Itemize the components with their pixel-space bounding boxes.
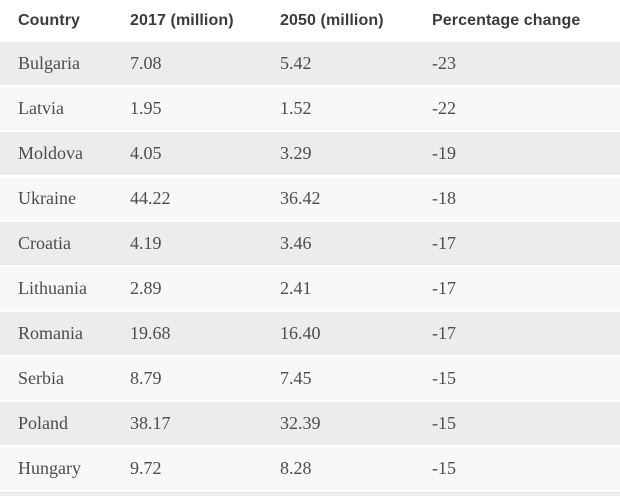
cell-change: -18: [432, 188, 456, 208]
cell-country: Latvia: [18, 98, 64, 118]
cell-2017: 19.68: [130, 323, 171, 343]
cell-2050: 2.41: [280, 278, 312, 298]
table-row: Ukraine 44.22 36.42 -18: [0, 177, 620, 220]
partial-next-row: [0, 492, 620, 496]
cell-country: Serbia: [18, 368, 64, 388]
cell-2050: 7.45: [280, 368, 312, 388]
cell-2050: 1.52: [280, 98, 312, 118]
cell-change: -17: [432, 323, 456, 343]
table-row: Bulgaria 7.08 5.42 -23: [0, 42, 620, 85]
table-row: Hungary 9.72 8.28 -15: [0, 447, 620, 490]
cell-2017: 2.89: [130, 278, 162, 298]
column-header-country: Country: [18, 12, 81, 29]
cell-change: -15: [432, 458, 456, 478]
cell-change: -17: [432, 233, 456, 253]
cell-2017: 4.19: [130, 233, 162, 253]
cell-2050: 8.28: [280, 458, 312, 478]
cell-change: -15: [432, 368, 456, 388]
table-row: Lithuania 2.89 2.41 -17: [0, 267, 620, 310]
cell-2017: 38.17: [130, 413, 171, 433]
cell-2050: 3.29: [280, 143, 312, 163]
cell-2050: 3.46: [280, 233, 312, 253]
table-row: Croatia 4.19 3.46 -17: [0, 222, 620, 265]
cell-change: -19: [432, 143, 456, 163]
cell-country: Bulgaria: [18, 53, 80, 73]
table-body: Bulgaria 7.08 5.42 -23 Latvia 1.95 1.52 …: [0, 42, 620, 490]
table-row: Latvia 1.95 1.52 -22: [0, 87, 620, 130]
cell-country: Hungary: [18, 458, 81, 478]
cell-country: Romania: [18, 323, 83, 343]
cell-2017: 7.08: [130, 53, 162, 73]
table-row: Romania 19.68 16.40 -17: [0, 312, 620, 355]
cell-2050: 36.42: [280, 188, 321, 208]
cell-2017: 4.05: [130, 143, 162, 163]
column-header-2017: 2017 (million): [130, 12, 234, 29]
cell-2017: 9.72: [130, 458, 162, 478]
table-row: Poland 38.17 32.39 -15: [0, 402, 620, 445]
cell-country: Croatia: [18, 233, 71, 253]
table-row: Serbia 8.79 7.45 -15: [0, 357, 620, 400]
table-header-row: Country 2017 (million) 2050 (million) Pe…: [0, 0, 620, 42]
cell-change: -17: [432, 278, 456, 298]
cell-country: Poland: [18, 413, 69, 433]
cell-2017: 44.22: [130, 188, 171, 208]
cell-2017: 1.95: [130, 98, 162, 118]
cell-change: -23: [432, 53, 456, 73]
cell-change: -15: [432, 413, 456, 433]
table-row: Moldova 4.05 3.29 -19: [0, 132, 620, 175]
cell-2050: 16.40: [280, 323, 321, 343]
cell-2050: 5.42: [280, 53, 312, 73]
cell-country: Lithuania: [18, 278, 87, 298]
column-header-2050: 2050 (million): [280, 12, 384, 29]
cell-country: Ukraine: [18, 188, 76, 208]
cell-2017: 8.79: [130, 368, 162, 388]
cell-change: -22: [432, 98, 456, 118]
column-header-percentage-change: Percentage change: [432, 12, 581, 29]
cell-country: Moldova: [18, 143, 83, 163]
cell-2050: 32.39: [280, 413, 321, 433]
